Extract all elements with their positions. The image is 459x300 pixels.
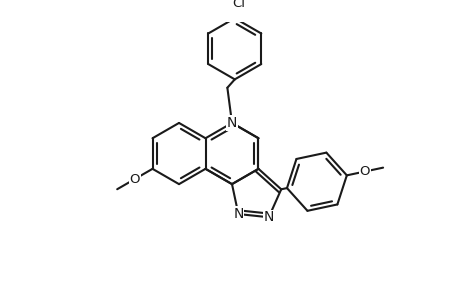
Text: Cl: Cl	[231, 0, 245, 10]
Text: N: N	[226, 116, 237, 130]
Text: N: N	[263, 210, 274, 224]
Text: N: N	[233, 207, 243, 221]
Text: O: O	[359, 165, 369, 178]
Text: O: O	[129, 172, 140, 185]
